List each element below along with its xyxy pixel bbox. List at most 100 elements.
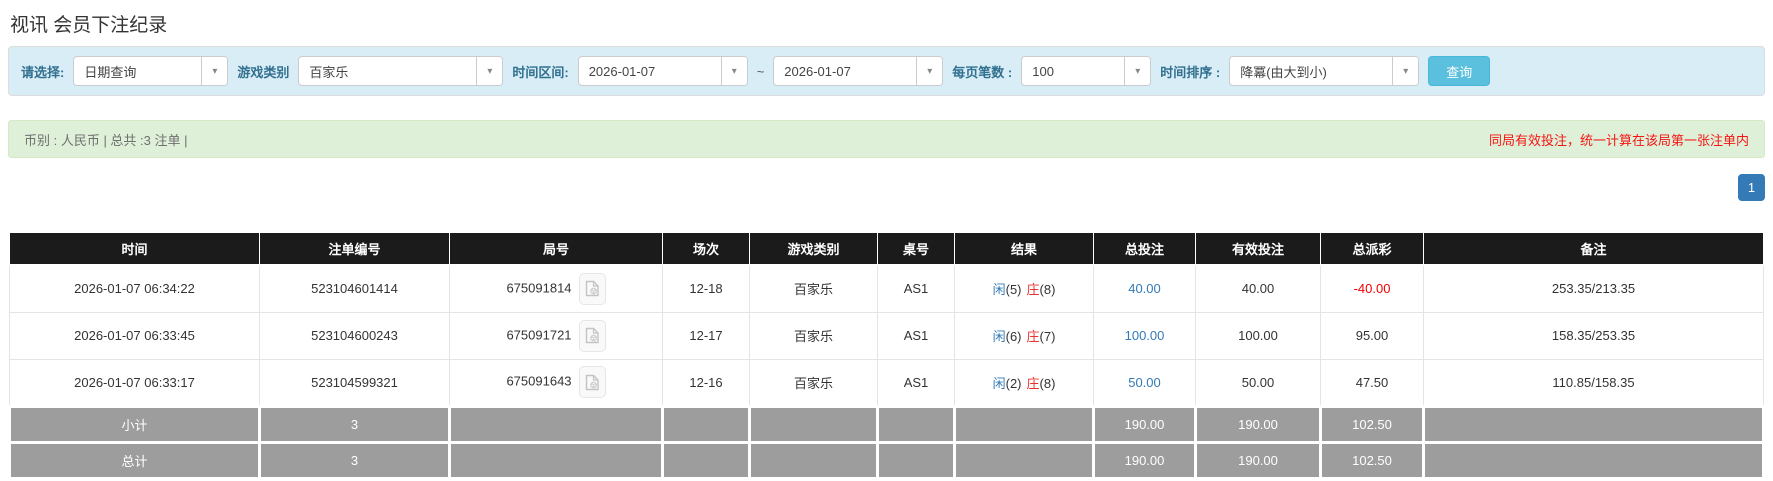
summary-info-bar: 币别 : 人民币 | 总共 :3 注单 | 同局有效投注，统一计算在该局第一张注… xyxy=(8,120,1765,158)
cell-round-id: 675091814 xyxy=(449,264,663,313)
col-valid-bet: 有效投注 xyxy=(1195,233,1321,266)
chevron-down-icon[interactable]: ▾ xyxy=(1124,57,1151,85)
cell-total-bet: 40.00 xyxy=(1093,264,1196,313)
date-to-value: 2026-01-07 xyxy=(784,63,851,79)
chevron-down-icon[interactable]: ▾ xyxy=(201,57,228,85)
round-id-text: 675091814 xyxy=(506,280,572,296)
video-replay-button[interactable] xyxy=(578,272,606,305)
col-result: 结果 xyxy=(954,233,1094,266)
round-id-text: 675091643 xyxy=(506,373,572,389)
col-bet-id: 注单编号 xyxy=(259,233,450,266)
cell-time: 2026-01-07 06:33:17 xyxy=(9,358,260,407)
cell-bet-id: 523104601414 xyxy=(259,264,450,313)
subtotal-label: 小计 xyxy=(8,404,261,444)
cell-remark: 110.85/158.35 xyxy=(1423,358,1764,407)
total-total-bet: 190.00 xyxy=(1092,440,1197,480)
cell-result: 闲(6) 庄(7) xyxy=(954,311,1094,360)
page-size-label: 每页笔数 : xyxy=(952,64,1013,80)
cell-result: 闲(2) 庄(8) xyxy=(954,358,1094,407)
time-sort-value: 降冪(由大到小) xyxy=(1240,64,1327,80)
time-range-label: 时间区间: xyxy=(512,64,569,80)
col-round-id: 局号 xyxy=(449,233,663,266)
table-row: 2026-01-07 06:34:22 523104601414 6750918… xyxy=(9,264,1764,313)
total-bet-link[interactable]: 50.00 xyxy=(1128,374,1161,390)
cell-remark: 158.35/253.35 xyxy=(1423,311,1764,360)
cell-time: 2026-01-07 06:34:22 xyxy=(9,264,260,313)
cell-round-id: 675091643 xyxy=(449,358,663,407)
date-range-tilde: ~ xyxy=(756,63,765,79)
round-id-text: 675091721 xyxy=(506,326,572,342)
cell-bet-id: 523104599321 xyxy=(259,358,450,407)
col-table-no: 桌号 xyxy=(877,233,955,266)
video-replay-button[interactable] xyxy=(578,319,606,352)
total-label: 总计 xyxy=(8,440,261,480)
time-sort-label: 时间排序 : xyxy=(1160,64,1221,80)
col-payout: 总派彩 xyxy=(1320,233,1424,266)
query-type-label: 请选择: xyxy=(21,64,65,80)
cell-valid-bet: 50.00 xyxy=(1195,358,1321,407)
total-bet-link[interactable]: 40.00 xyxy=(1128,281,1161,297)
game-type-label: 游戏类别 xyxy=(237,64,290,80)
cell-table-no: AS1 xyxy=(877,311,955,360)
chevron-down-icon[interactable]: ▾ xyxy=(916,57,943,85)
film-icon xyxy=(585,327,599,344)
table-header-row: 时间 注单编号 局号 场次 游戏类别 桌号 结果 总投注 有效投注 总派彩 备注 xyxy=(9,233,1764,266)
table-row: 2026-01-07 06:33:17 523104599321 6750916… xyxy=(9,358,1764,407)
cell-payout: -40.00 xyxy=(1320,264,1424,313)
cell-valid-bet: 40.00 xyxy=(1195,264,1321,313)
col-time: 时间 xyxy=(9,233,260,266)
game-type-value: 百家乐 xyxy=(309,64,349,80)
date-from-select[interactable]: 2026-01-07 ▾ xyxy=(577,56,748,86)
date-from-value: 2026-01-07 xyxy=(588,63,656,79)
currency-total-text: 币别 : 人民币 | 总共 :3 注单 | xyxy=(24,132,188,148)
chevron-down-icon[interactable]: ▾ xyxy=(1392,57,1419,85)
cell-result: 闲(5) 庄(8) xyxy=(954,264,1094,313)
valid-bet-notice: 同局有效投注，统一计算在该局第一张注单内 xyxy=(1488,132,1749,148)
cell-table-no: AS1 xyxy=(877,264,955,313)
query-type-value: 日期查询 xyxy=(84,64,137,80)
cell-session: 12-16 xyxy=(662,358,750,407)
total-payout: 102.50 xyxy=(1319,440,1425,480)
film-icon xyxy=(585,281,599,297)
total-row: 总计 3 190.00 190.00 102.50 xyxy=(8,440,1765,480)
subtotal-valid-bet: 190.00 xyxy=(1194,404,1322,444)
subtotal-total-bet: 190.00 xyxy=(1092,404,1197,444)
table-row: 2026-01-07 06:33:45 523104600243 6750917… xyxy=(9,311,1764,360)
page-1-button[interactable]: 1 xyxy=(1738,174,1765,201)
chevron-down-icon[interactable]: ▾ xyxy=(476,57,503,85)
page-title: 视讯 会员下注纪录 xyxy=(10,15,168,36)
game-type-select[interactable]: 百家乐 ▾ xyxy=(298,56,504,86)
col-game-type: 游戏类别 xyxy=(749,233,878,266)
time-sort-select[interactable]: 降冪(由大到小) ▾ xyxy=(1229,56,1420,86)
cell-table-no: AS1 xyxy=(877,358,955,407)
video-replay-button[interactable] xyxy=(578,366,606,398)
query-button[interactable]: 查询 xyxy=(1428,56,1491,86)
col-remark: 备注 xyxy=(1423,233,1764,266)
cell-game-type: 百家乐 xyxy=(749,264,878,313)
date-to-select[interactable]: 2026-01-07 ▾ xyxy=(773,56,944,86)
subtotal-payout: 102.50 xyxy=(1319,404,1425,444)
cell-remark: 253.35/213.35 xyxy=(1423,264,1764,313)
col-total-bet: 总投注 xyxy=(1093,233,1196,266)
cell-time: 2026-01-07 06:33:45 xyxy=(9,311,260,360)
cell-round-id: 675091721 xyxy=(449,311,663,360)
cell-total-bet: 100.00 xyxy=(1093,311,1196,360)
query-type-select[interactable]: 日期查询 ▾ xyxy=(73,56,229,86)
film-icon xyxy=(585,374,599,390)
pagination: 1 xyxy=(8,174,1765,201)
total-bet-link[interactable]: 100.00 xyxy=(1124,328,1165,343)
chevron-down-icon[interactable]: ▾ xyxy=(720,57,747,85)
total-valid-bet: 190.00 xyxy=(1194,440,1322,480)
cell-bet-id: 523104600243 xyxy=(259,311,450,360)
subtotal-count: 3 xyxy=(258,404,451,444)
col-session: 场次 xyxy=(662,233,750,266)
page-size-select[interactable]: 100 ▾ xyxy=(1021,56,1152,86)
cell-total-bet: 50.00 xyxy=(1093,358,1196,407)
cell-payout: 95.00 xyxy=(1320,311,1424,360)
total-count: 3 xyxy=(258,440,451,480)
cell-valid-bet: 100.00 xyxy=(1195,311,1321,360)
cell-session: 12-17 xyxy=(662,311,750,360)
subtotal-row: 小计 3 190.00 190.00 102.50 xyxy=(8,404,1765,444)
cell-game-type: 百家乐 xyxy=(749,311,878,360)
